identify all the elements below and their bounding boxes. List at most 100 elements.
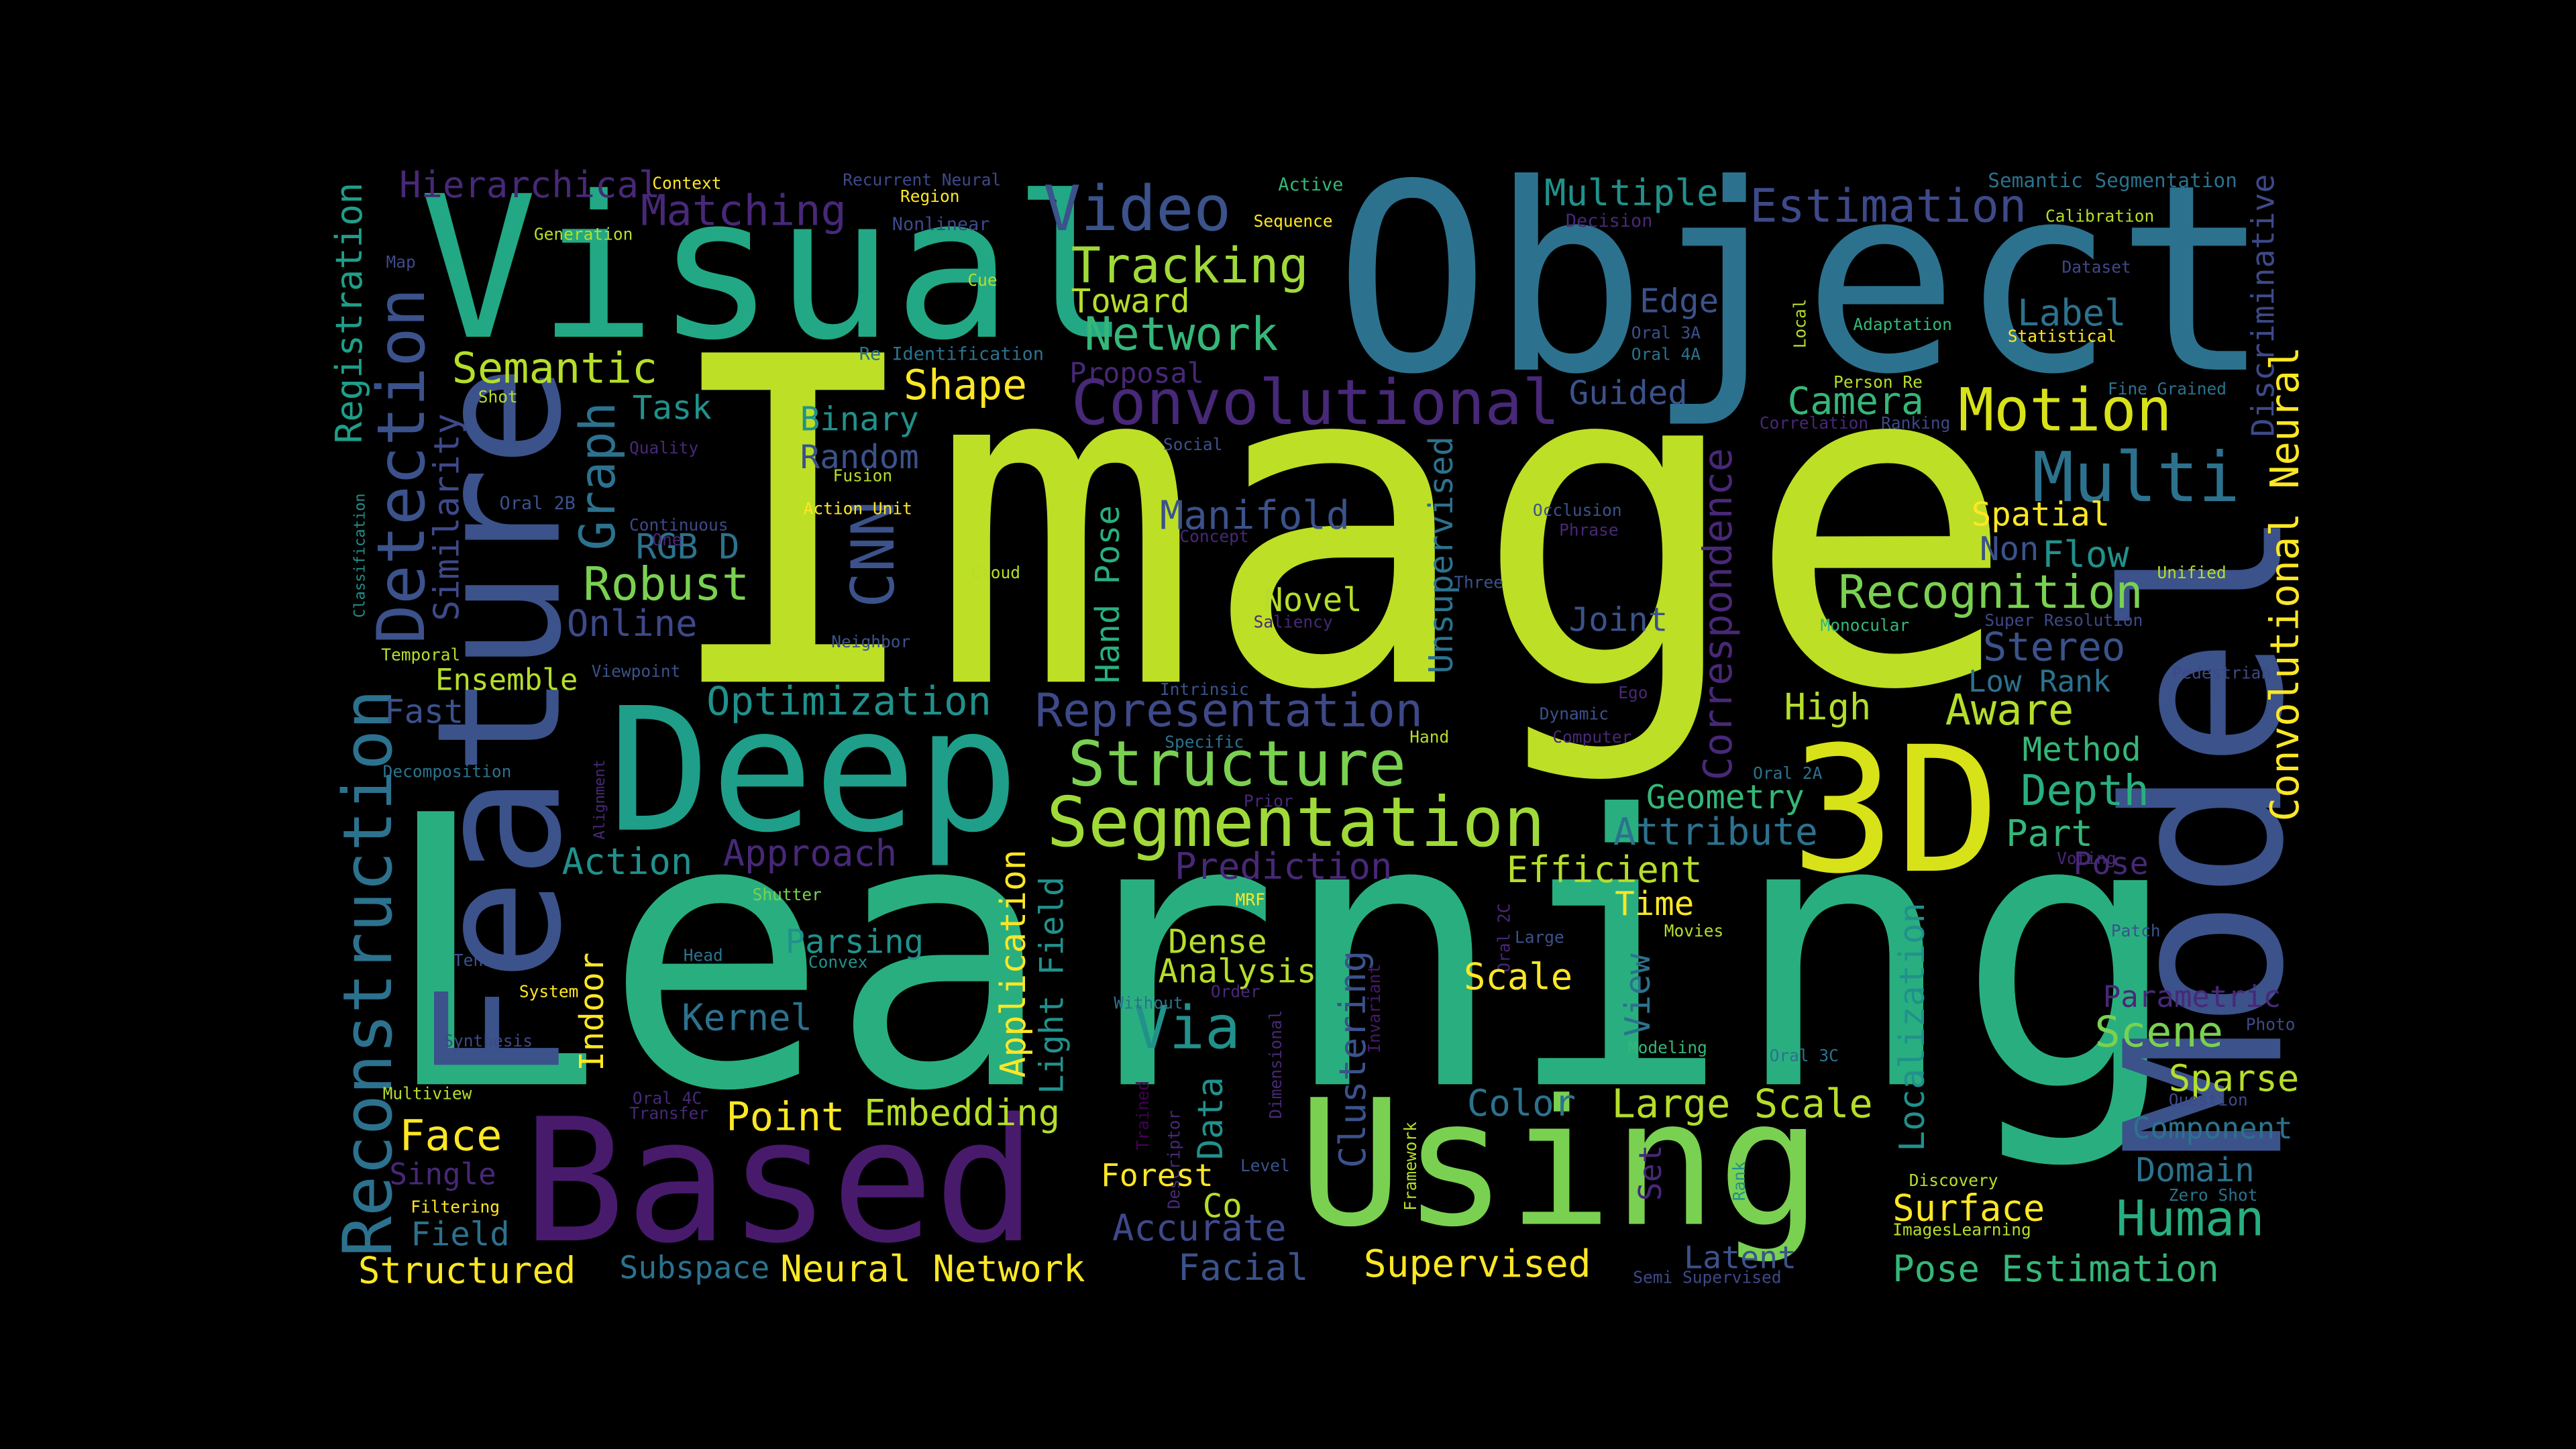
word: Learning (378, 737, 2182, 1173)
word: Rank (1729, 1161, 1749, 1201)
word: Subspace (619, 1249, 769, 1285)
word: Trained (1133, 1081, 1152, 1150)
word: Forest (1101, 1157, 1214, 1193)
word: Discriminative (2245, 174, 2281, 437)
word: Random (800, 438, 919, 476)
word: Cue (967, 270, 997, 290)
word: Transfer (629, 1104, 708, 1123)
word: Approach (723, 833, 898, 875)
word: Concept (1179, 527, 1248, 546)
word: Field (411, 1215, 510, 1253)
word: Novel (1263, 581, 1362, 619)
word: Single (389, 1158, 496, 1192)
word: Image (657, 262, 2017, 788)
word: One (652, 530, 682, 549)
word: Aware (1945, 686, 2074, 735)
word: Color (1467, 1082, 1576, 1124)
word: Discovery (1909, 1171, 1998, 1190)
word: Using (1298, 1063, 1822, 1266)
word: Multiview (383, 1083, 472, 1103)
word: Dynamic (1540, 704, 1609, 724)
word: Intrinsic (1160, 680, 1249, 699)
word: Unsupervised (1422, 436, 1460, 674)
word: Face (399, 1111, 502, 1161)
word: Embedding (864, 1092, 1060, 1134)
word: Oral 3C (1770, 1046, 1839, 1065)
word: Context (652, 174, 721, 193)
word: Camera (1788, 380, 1924, 423)
word: Model (2080, 507, 2332, 1160)
word: Ranking (1881, 413, 1950, 433)
word: Level (1240, 1156, 1290, 1175)
word: Sparse (2169, 1057, 2300, 1099)
word: Geometry (1646, 778, 1805, 816)
word: Action Unit (804, 499, 912, 519)
word: Prior (1244, 791, 1293, 810)
word: Fine Grained (2108, 379, 2226, 398)
word: Manifold (1160, 492, 1350, 539)
word: Efficient (1507, 849, 1703, 891)
word: Order (1211, 982, 1260, 1002)
word: Fusion (833, 466, 893, 486)
word: Movies (1664, 921, 1724, 941)
word: Video (1043, 172, 1231, 245)
word: Part (2006, 812, 2093, 855)
word: Super Resolution (1984, 610, 2143, 630)
word: Reconstruction (329, 689, 407, 1256)
word: Scene (2094, 1008, 2223, 1057)
word: Low Rank (1968, 665, 2110, 699)
word: Data (1191, 1077, 1231, 1160)
word: Deep (608, 672, 1019, 871)
word: Stereo (1983, 624, 2125, 670)
word: Local (1790, 299, 1809, 348)
word: Calibration (2045, 207, 2154, 226)
word: Modeling (1628, 1038, 1707, 1057)
word: Statistical (2008, 326, 2116, 345)
word: Component (2133, 1112, 2293, 1146)
word: Structure (1068, 728, 1406, 800)
word: Representation (1035, 684, 1423, 737)
word: ImagesLearning (1892, 1220, 2031, 1240)
word: Estimation (1750, 180, 2027, 233)
word: Large (1515, 928, 1564, 947)
word: Task (633, 389, 712, 427)
word: Indoor (573, 953, 611, 1071)
word: Monocular (1821, 615, 1910, 635)
word: Supervised (1364, 1242, 1591, 1286)
word: Without (1114, 994, 1183, 1013)
word: Continuous (629, 515, 729, 535)
word: Synthesis (443, 1031, 533, 1051)
word: Zero Shot (2169, 1185, 2258, 1205)
word: Invariant (1364, 964, 1384, 1053)
word: Head (684, 946, 723, 965)
word: Facial (1178, 1246, 1309, 1289)
word: Joint (1569, 600, 1668, 639)
word: Re Identification (859, 343, 1044, 364)
word: Pedestrian (2172, 663, 2271, 682)
word: View (1618, 953, 1658, 1036)
word: Pose Estimation (1892, 1248, 2219, 1290)
word: Nonlinear (892, 214, 990, 235)
word: Pose (2074, 845, 2149, 881)
word: Convolutional (1071, 366, 1560, 439)
word: Graph (570, 402, 627, 550)
word: Occlusion (1533, 500, 1622, 520)
word: Network (1084, 308, 1278, 362)
word: Structured (358, 1250, 576, 1292)
word: Cloud (971, 563, 1020, 582)
word: Proposal (1069, 357, 1203, 390)
word: Kernel (682, 997, 812, 1039)
word: Semi Supervised (1633, 1268, 1781, 1287)
word: Toward (1071, 282, 1190, 320)
word: Scale (1464, 955, 1572, 998)
word: Filtering (411, 1197, 500, 1216)
word: Oral 4C (633, 1089, 702, 1108)
word: Recognition (1838, 566, 2143, 619)
word: Point (726, 1093, 845, 1140)
word: Oral 3A (1631, 323, 1701, 343)
word: Correspondence (1695, 448, 1741, 781)
word: Oral 2C (1495, 904, 1514, 973)
